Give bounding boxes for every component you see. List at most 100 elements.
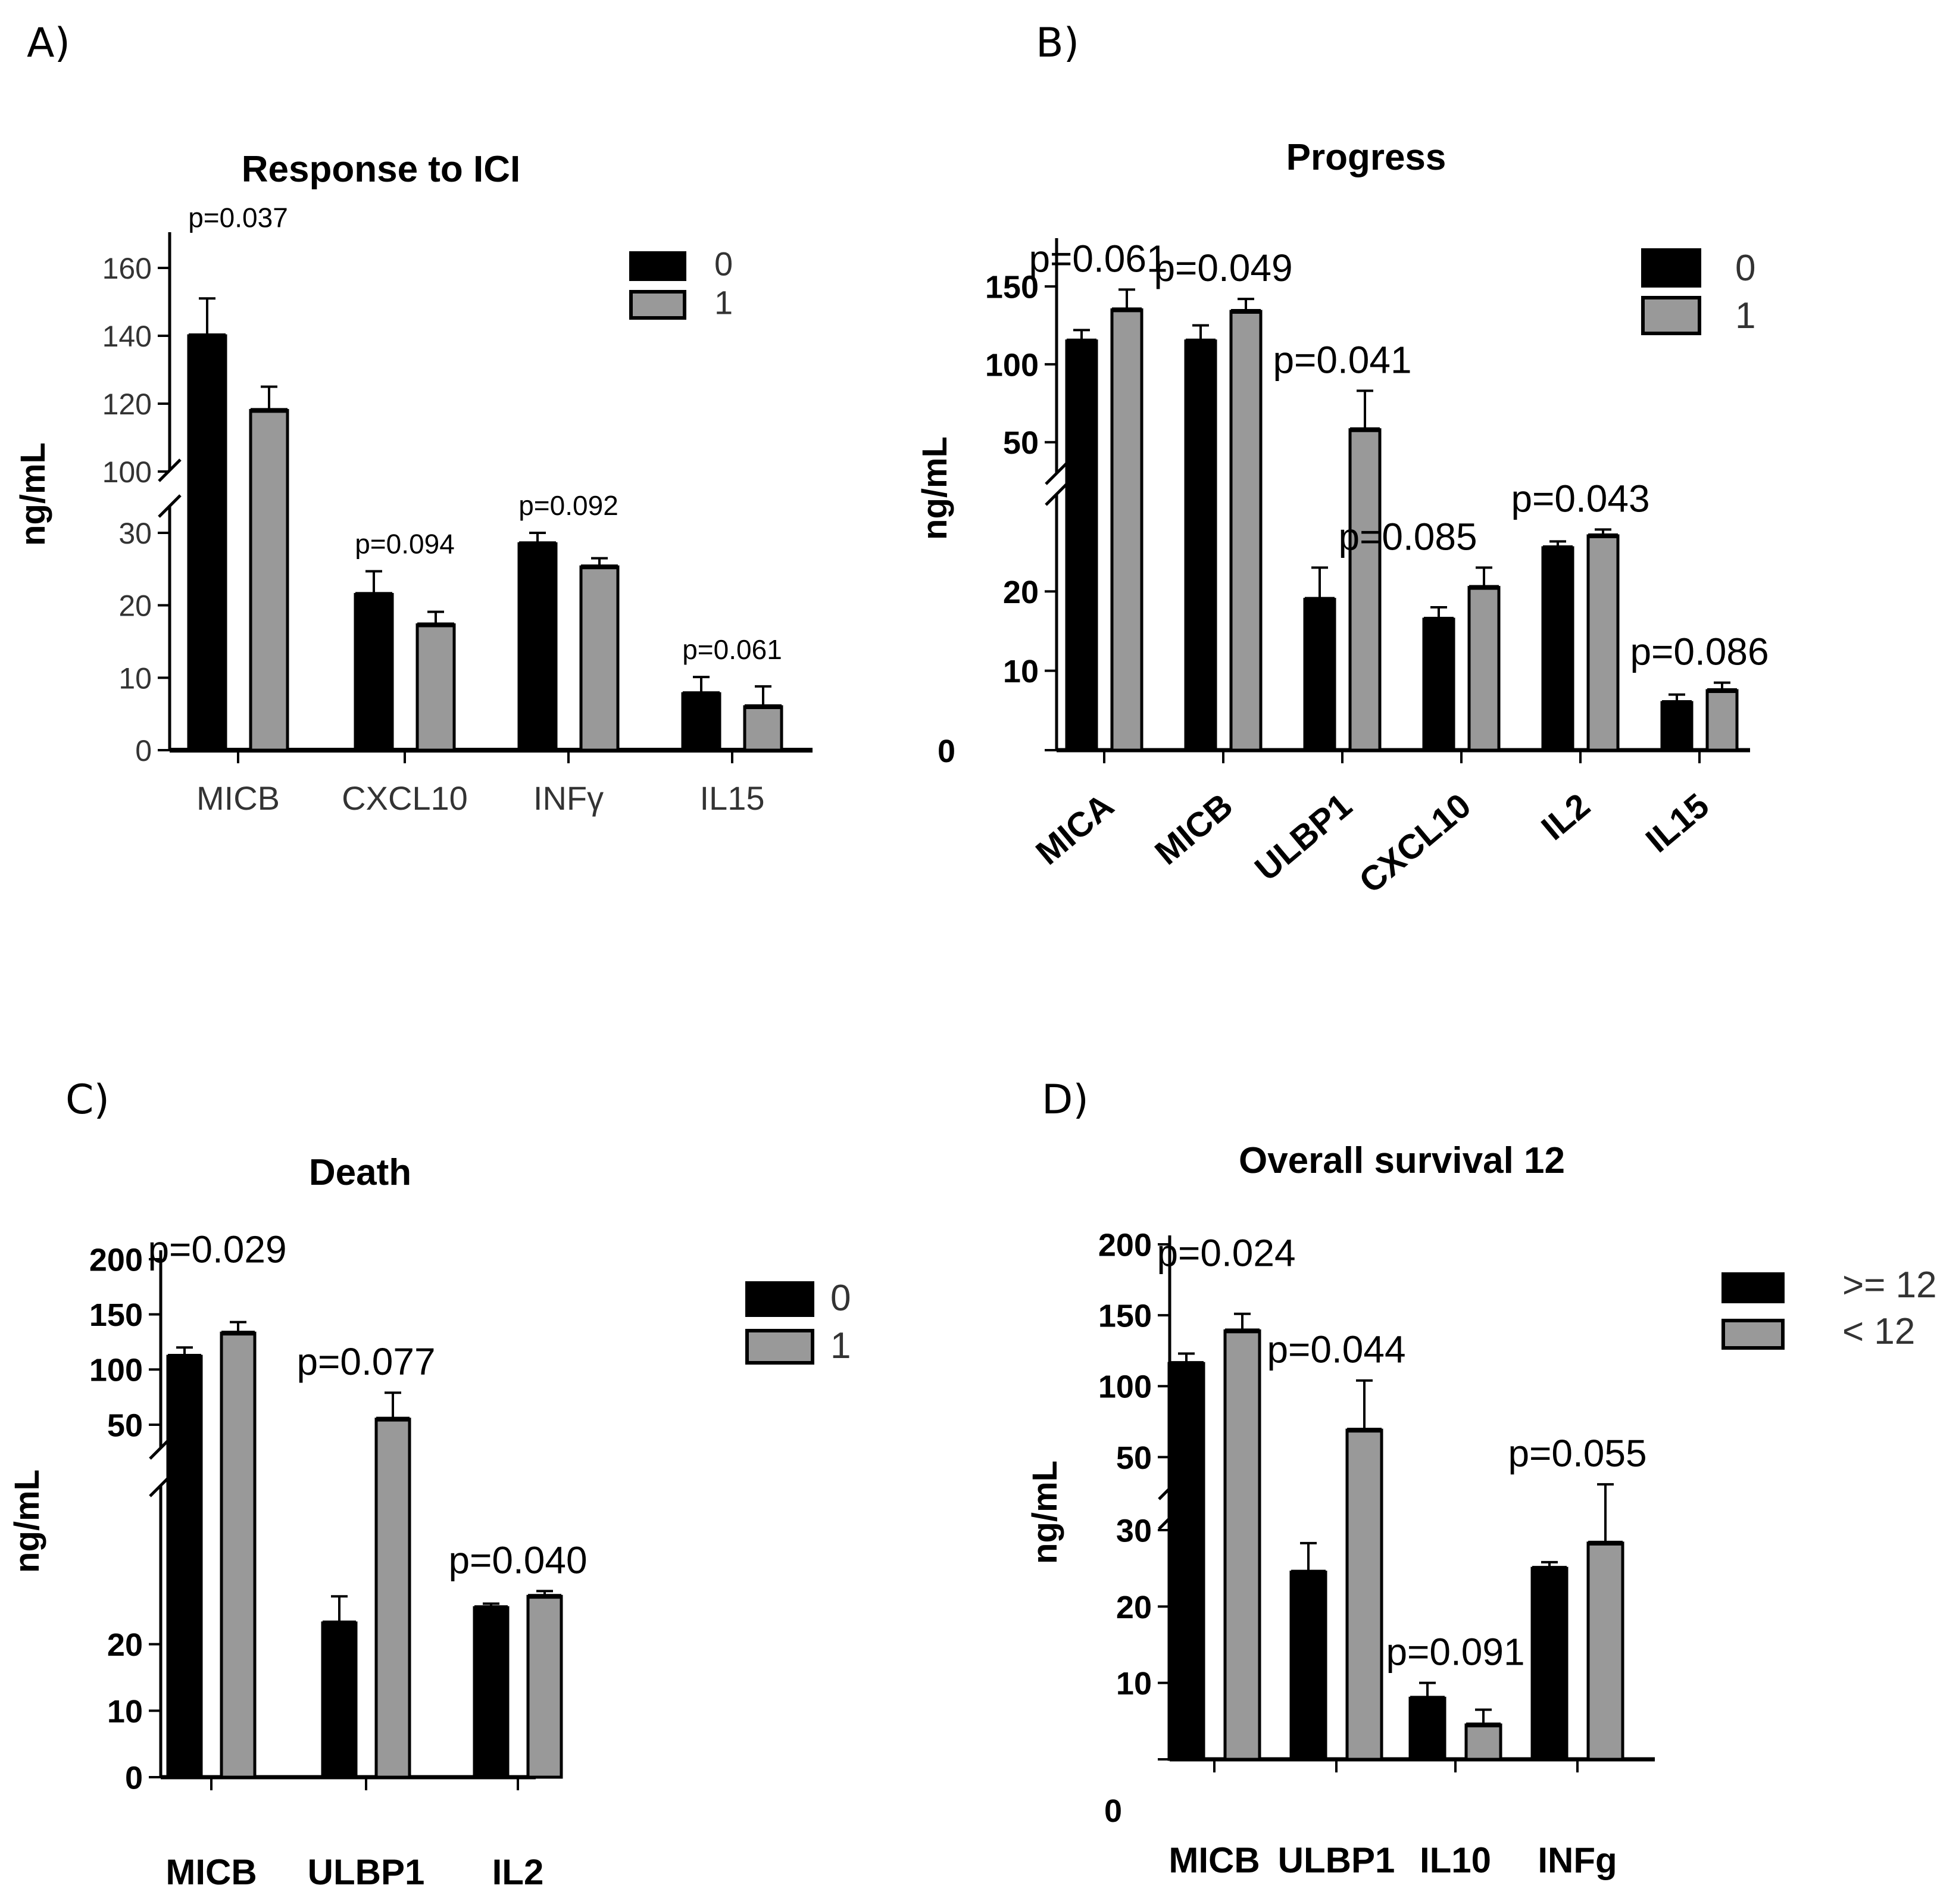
axis-break-mark <box>1045 461 1068 485</box>
legend-swatch <box>1641 248 1701 288</box>
p-value-label: p=0.094 <box>355 528 455 559</box>
y-tick-label: 160 <box>102 252 152 285</box>
bar-MICA-1 <box>1110 308 1143 752</box>
y-tick-label: 50 <box>107 1407 143 1443</box>
p-value-label: p=0.077 <box>296 1340 435 1383</box>
bar-CXCL10-1 <box>1467 586 1501 752</box>
p-value-label: p=0.024 <box>1157 1232 1295 1275</box>
bar-IL15-1 <box>1705 689 1739 752</box>
p-value-label: p=0.092 <box>518 490 618 521</box>
y-tick-label: 50 <box>1003 425 1039 461</box>
y-axis-label: ng/mL <box>1026 1460 1064 1564</box>
chart-title: Death <box>309 1152 411 1193</box>
bar-IL10->= 12 <box>1408 1696 1446 1761</box>
legend-swatch <box>745 1281 814 1317</box>
y-tick-label: 0 <box>135 734 152 767</box>
y-axis-label: ng/mL <box>8 1469 46 1573</box>
x-category-label: CXCL10 <box>342 779 468 817</box>
bar-IL15-0 <box>1660 701 1694 752</box>
legend-label: 0 <box>830 1278 851 1319</box>
panel-label: C) <box>65 1076 110 1123</box>
x-category-label: IL2 <box>492 1852 544 1892</box>
p-value-label: p=0.029 <box>148 1228 286 1271</box>
panel-a: A)Response to ICI0102030100120140160ng/m… <box>14 20 813 817</box>
y-tick-label: 20 <box>107 1627 143 1663</box>
legend-label: 1 <box>714 283 733 321</box>
panel-c: C)Death0102050100150200ng/mLMICBp=0.029U… <box>8 1076 851 1892</box>
y-tick-label: 50 <box>1116 1440 1152 1476</box>
y-tick-label: 20 <box>118 589 152 623</box>
chart-title: Overall survival 12 <box>1239 1140 1565 1181</box>
legend-label: 0 <box>1735 248 1755 289</box>
y-tick-label: 20 <box>1116 1590 1152 1625</box>
p-value-label: p=0.044 <box>1267 1328 1405 1371</box>
legend-swatch <box>1721 1319 1785 1350</box>
legend-swatch <box>629 290 686 320</box>
bar-ULBP1-< 12 <box>1345 1428 1383 1761</box>
bar-MICA-0 <box>1065 339 1098 752</box>
bar-MICB-< 12 <box>1223 1329 1261 1761</box>
y-tick-label: 10 <box>1116 1666 1152 1702</box>
y-tick-label: 150 <box>1098 1299 1152 1334</box>
panel-label: B) <box>1036 20 1079 67</box>
y-tick-label: 30 <box>1116 1513 1152 1549</box>
p-value-label: p=0.091 <box>1386 1631 1524 1674</box>
y-tick-label: 0 <box>125 1760 143 1796</box>
bar-MICB-1 <box>249 408 289 752</box>
bar-MICB-0 <box>187 334 227 752</box>
y-tick-label: 0 <box>1104 1793 1122 1829</box>
x-category-label: ULBP1 <box>308 1852 425 1892</box>
y-tick-label: 30 <box>118 517 152 550</box>
chart-title: Progress <box>1286 137 1446 178</box>
legend-label: 1 <box>1735 295 1755 336</box>
panel-d: D) Overall survival 12 0 10 20 30 50 100 150 200 n… <box>1026 1076 1937 1880</box>
p-value-label: p=0.049 <box>1154 246 1292 289</box>
bar-INFγ-0 <box>517 542 558 752</box>
y-tick-label: 200 <box>1098 1227 1152 1263</box>
p-value-label: p=0.061 <box>682 634 782 665</box>
bar-ULBP1->= 12 <box>1289 1571 1327 1761</box>
chart-title: Response to ICI <box>242 149 521 190</box>
x-category-label: INFγ <box>533 779 604 817</box>
y-tick-label: 150 <box>89 1297 143 1333</box>
bar-ULBP1-0 <box>1303 598 1336 752</box>
x-category-label: IL15 <box>700 779 765 817</box>
y-axis-label: ng/mL <box>916 436 954 540</box>
y-tick-label: 10 <box>118 661 152 695</box>
y-tick-label: 10 <box>107 1694 143 1730</box>
bar-IL10-< 12 <box>1464 1723 1502 1761</box>
bar-CXCL10-0 <box>1422 617 1455 752</box>
y-tick-label: 100 <box>985 347 1039 383</box>
x-category-label: IL10 <box>1420 1840 1491 1880</box>
bar-IL2-1 <box>1586 534 1620 752</box>
bar-IL15-0 <box>681 692 721 752</box>
bar-ULBP1-0 <box>321 1621 358 1779</box>
p-value-label: p=0.041 <box>1273 338 1411 381</box>
bar-MICB-1 <box>220 1331 257 1779</box>
p-value-label: p=0.055 <box>1508 1432 1646 1475</box>
legend-swatch <box>1641 296 1701 335</box>
bar-IL2-1 <box>526 1594 563 1779</box>
legend-label: 1 <box>830 1325 851 1366</box>
bar-INFg->= 12 <box>1530 1566 1569 1761</box>
p-value-label: p=0.043 <box>1511 477 1649 520</box>
p-value-label: p=0.086 <box>1630 630 1769 673</box>
bar-MICB-0 <box>166 1354 203 1779</box>
legend-label: < 12 <box>1842 1311 1915 1352</box>
legend-swatch <box>745 1329 814 1365</box>
legend-label: >= 12 <box>1842 1265 1937 1306</box>
y-tick-label: 150 <box>985 270 1039 305</box>
x-category-label: ULBP1 <box>1278 1840 1395 1880</box>
legend-swatch <box>1721 1272 1785 1303</box>
panel-label: A) <box>27 20 70 67</box>
y-tick-label: 20 <box>1003 575 1039 610</box>
p-value-label: p=0.085 <box>1338 515 1477 558</box>
bar-INFγ-1 <box>579 565 620 752</box>
p-value-label: p=0.037 <box>188 202 288 233</box>
x-category-label: MICB <box>196 779 280 817</box>
bar-IL2-0 <box>473 1606 510 1779</box>
y-tick-label: 100 <box>102 455 152 489</box>
panel-label: D) <box>1042 1076 1089 1123</box>
bar-ULBP1-1 <box>374 1418 411 1779</box>
